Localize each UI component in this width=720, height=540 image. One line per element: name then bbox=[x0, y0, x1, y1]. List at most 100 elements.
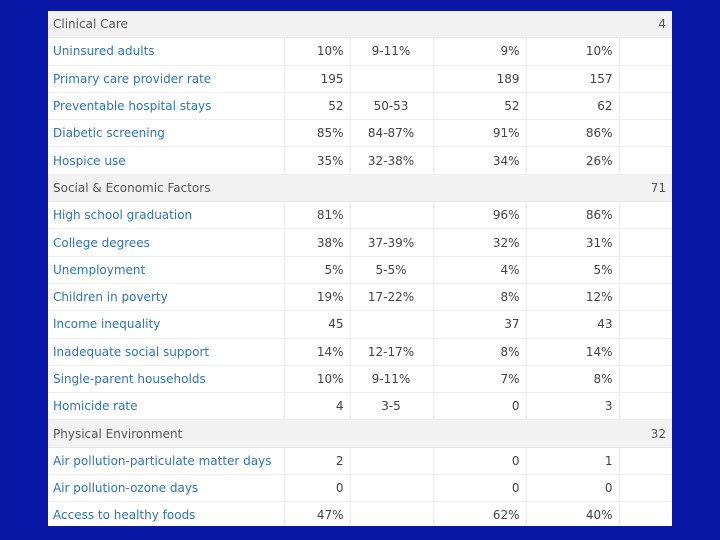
measure-link[interactable]: Air pollution-ozone days bbox=[48, 474, 285, 503]
rank-cell bbox=[619, 283, 672, 312]
error-margin: 17-22% bbox=[350, 283, 434, 312]
benchmark-value: 8% bbox=[433, 338, 527, 366]
county-value: 38% bbox=[284, 228, 351, 257]
error-margin bbox=[350, 447, 434, 476]
benchmark-value: 96% bbox=[433, 201, 527, 230]
table-row: Preventable hospital stays 52 50-53 52 62 bbox=[48, 92, 672, 121]
table-row: Air pollution-ozone days 0 0 0 bbox=[48, 474, 672, 503]
rank-cell bbox=[619, 146, 672, 175]
state-value: 8% bbox=[526, 365, 620, 394]
state-value: 10% bbox=[526, 37, 620, 66]
section-title: Clinical Care bbox=[48, 11, 620, 39]
table-row: Uninsured adults 10% 9-11% 9% 10% bbox=[48, 37, 672, 66]
state-value: 157 bbox=[526, 65, 620, 93]
measure-link[interactable]: College degrees bbox=[48, 228, 285, 257]
benchmark-value: 189 bbox=[433, 65, 527, 93]
error-margin bbox=[350, 65, 434, 93]
table-row: Unemployment 5% 5-5% 4% 5% bbox=[48, 256, 672, 284]
county-value: 195 bbox=[284, 65, 351, 93]
section-rank: 71 bbox=[619, 174, 672, 203]
benchmark-value: 0 bbox=[433, 474, 527, 503]
measure-link[interactable]: Single-parent households bbox=[48, 365, 285, 394]
state-value: 86% bbox=[526, 119, 620, 148]
benchmark-value: 4% bbox=[433, 256, 527, 284]
error-margin: 12-17% bbox=[350, 338, 434, 366]
error-margin: 32-38% bbox=[350, 146, 434, 175]
error-margin: 37-39% bbox=[350, 228, 434, 257]
section-header: Physical Environment 32 bbox=[48, 419, 672, 448]
benchmark-value: 0 bbox=[433, 392, 527, 421]
county-value: 0 bbox=[284, 474, 351, 503]
state-value: 14% bbox=[526, 338, 620, 366]
measure-link[interactable]: High school graduation bbox=[48, 201, 285, 230]
measure-link[interactable]: Income inequality bbox=[48, 310, 285, 339]
measure-link[interactable]: Access to healthy foods bbox=[48, 501, 285, 526]
error-margin: 50-53 bbox=[350, 92, 434, 121]
benchmark-value: 91% bbox=[433, 119, 527, 148]
error-margin bbox=[350, 310, 434, 339]
rank-cell bbox=[619, 310, 672, 339]
table-row: Inadequate social support 14% 12-17% 8% 14% bbox=[48, 338, 672, 366]
rank-cell bbox=[619, 119, 672, 148]
state-value: 12% bbox=[526, 283, 620, 312]
county-value: 19% bbox=[284, 283, 351, 312]
table-row: High school graduation 81% 96% 86% bbox=[48, 201, 672, 230]
county-value: 45 bbox=[284, 310, 351, 339]
table-row: Single-parent households 10% 9-11% 7% 8% bbox=[48, 365, 672, 394]
measure-link[interactable]: Diabetic screening bbox=[48, 119, 285, 148]
benchmark-value: 32% bbox=[433, 228, 527, 257]
measure-link[interactable]: Air pollution-particulate matter days bbox=[48, 447, 285, 476]
measure-link[interactable]: Primary care provider rate bbox=[48, 65, 285, 93]
health-rankings-panel: Clinical Care 4 Uninsured adults 10% 9-11% 9%… bbox=[48, 11, 672, 526]
table-row: Primary care provider rate 195 189 157 bbox=[48, 65, 672, 93]
rank-cell bbox=[619, 447, 672, 476]
rank-cell bbox=[619, 256, 672, 284]
state-value: 62 bbox=[526, 92, 620, 121]
error-margin: 9-11% bbox=[350, 365, 434, 394]
county-value: 52 bbox=[284, 92, 351, 121]
county-value: 2 bbox=[284, 447, 351, 476]
county-value: 35% bbox=[284, 146, 351, 175]
state-value: 26% bbox=[526, 146, 620, 175]
rank-cell bbox=[619, 338, 672, 366]
section-rank: 32 bbox=[619, 419, 672, 448]
state-value: 40% bbox=[526, 501, 620, 526]
state-value: 31% bbox=[526, 228, 620, 257]
table-row: Air pollution-particulate matter days 2 0 1 bbox=[48, 447, 672, 476]
measure-link[interactable]: Children in poverty bbox=[48, 283, 285, 312]
benchmark-value: 37 bbox=[433, 310, 527, 339]
measure-link[interactable]: Unemployment bbox=[48, 256, 285, 284]
rankings-table-body: Clinical Care 4 Uninsured adults 10% 9-11% 9%… bbox=[48, 11, 672, 526]
benchmark-value: 34% bbox=[433, 146, 527, 175]
measure-link[interactable]: Inadequate social support bbox=[48, 338, 285, 366]
measure-link[interactable]: Preventable hospital stays bbox=[48, 92, 285, 121]
rank-cell bbox=[619, 65, 672, 93]
rank-cell bbox=[619, 474, 672, 503]
measure-link[interactable]: Homicide rate bbox=[48, 392, 285, 421]
benchmark-value: 0 bbox=[433, 447, 527, 476]
county-value: 5% bbox=[284, 256, 351, 284]
county-value: 4 bbox=[284, 392, 351, 421]
section-title: Physical Environment bbox=[48, 419, 620, 448]
rank-cell bbox=[619, 92, 672, 121]
benchmark-value: 62% bbox=[433, 501, 527, 526]
county-value: 47% bbox=[284, 501, 351, 526]
benchmark-value: 7% bbox=[433, 365, 527, 394]
benchmark-value: 9% bbox=[433, 37, 527, 66]
county-value: 14% bbox=[284, 338, 351, 366]
rank-cell bbox=[619, 201, 672, 230]
table-row: Access to healthy foods 47% 62% 40% bbox=[48, 501, 672, 526]
rank-cell bbox=[619, 365, 672, 394]
table-row: Income inequality 45 37 43 bbox=[48, 310, 672, 339]
error-margin: 84-87% bbox=[350, 119, 434, 148]
measure-link[interactable]: Uninsured adults bbox=[48, 37, 285, 66]
error-margin: 5-5% bbox=[350, 256, 434, 284]
table-row: Hospice use 35% 32-38% 34% 26% bbox=[48, 146, 672, 175]
error-margin: 3-5 bbox=[350, 392, 434, 421]
section-rank: 4 bbox=[619, 11, 672, 39]
rankings-table: Clinical Care 4 Uninsured adults 10% 9-11% 9%… bbox=[48, 11, 672, 526]
measure-link[interactable]: Hospice use bbox=[48, 146, 285, 175]
state-value: 0 bbox=[526, 474, 620, 503]
rank-cell bbox=[619, 501, 672, 526]
error-margin bbox=[350, 474, 434, 503]
